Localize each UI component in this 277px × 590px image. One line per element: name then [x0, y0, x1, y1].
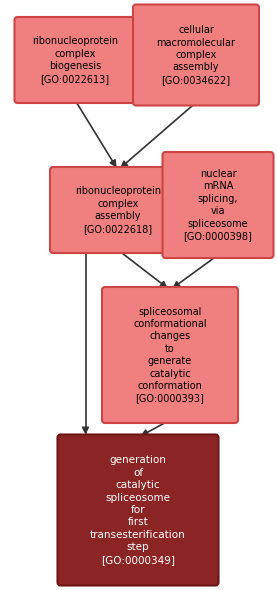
- Text: ribonucleoprotein
complex
assembly
[GO:0022618]: ribonucleoprotein complex assembly [GO:0…: [75, 186, 161, 234]
- FancyBboxPatch shape: [163, 152, 273, 258]
- FancyBboxPatch shape: [50, 167, 186, 253]
- FancyBboxPatch shape: [102, 287, 238, 423]
- FancyBboxPatch shape: [58, 434, 219, 585]
- Text: cellular
macromolecular
complex
assembly
[GO:0034622]: cellular macromolecular complex assembly…: [157, 25, 235, 85]
- FancyBboxPatch shape: [14, 17, 135, 103]
- FancyBboxPatch shape: [133, 5, 259, 106]
- Text: spliceosomal
conformational
changes
to
generate
catalytic
conformation
[GO:00003: spliceosomal conformational changes to g…: [133, 307, 207, 404]
- Text: nuclear
mRNA
splicing,
via
spliceosome
[GO:0000398]: nuclear mRNA splicing, via spliceosome […: [184, 169, 252, 241]
- Text: generation
of
catalytic
spliceosome
for
first
transesterification
step
[GO:00003: generation of catalytic spliceosome for …: [90, 455, 186, 565]
- Text: ribonucleoprotein
complex
biogenesis
[GO:0022613]: ribonucleoprotein complex biogenesis [GO…: [32, 37, 118, 84]
